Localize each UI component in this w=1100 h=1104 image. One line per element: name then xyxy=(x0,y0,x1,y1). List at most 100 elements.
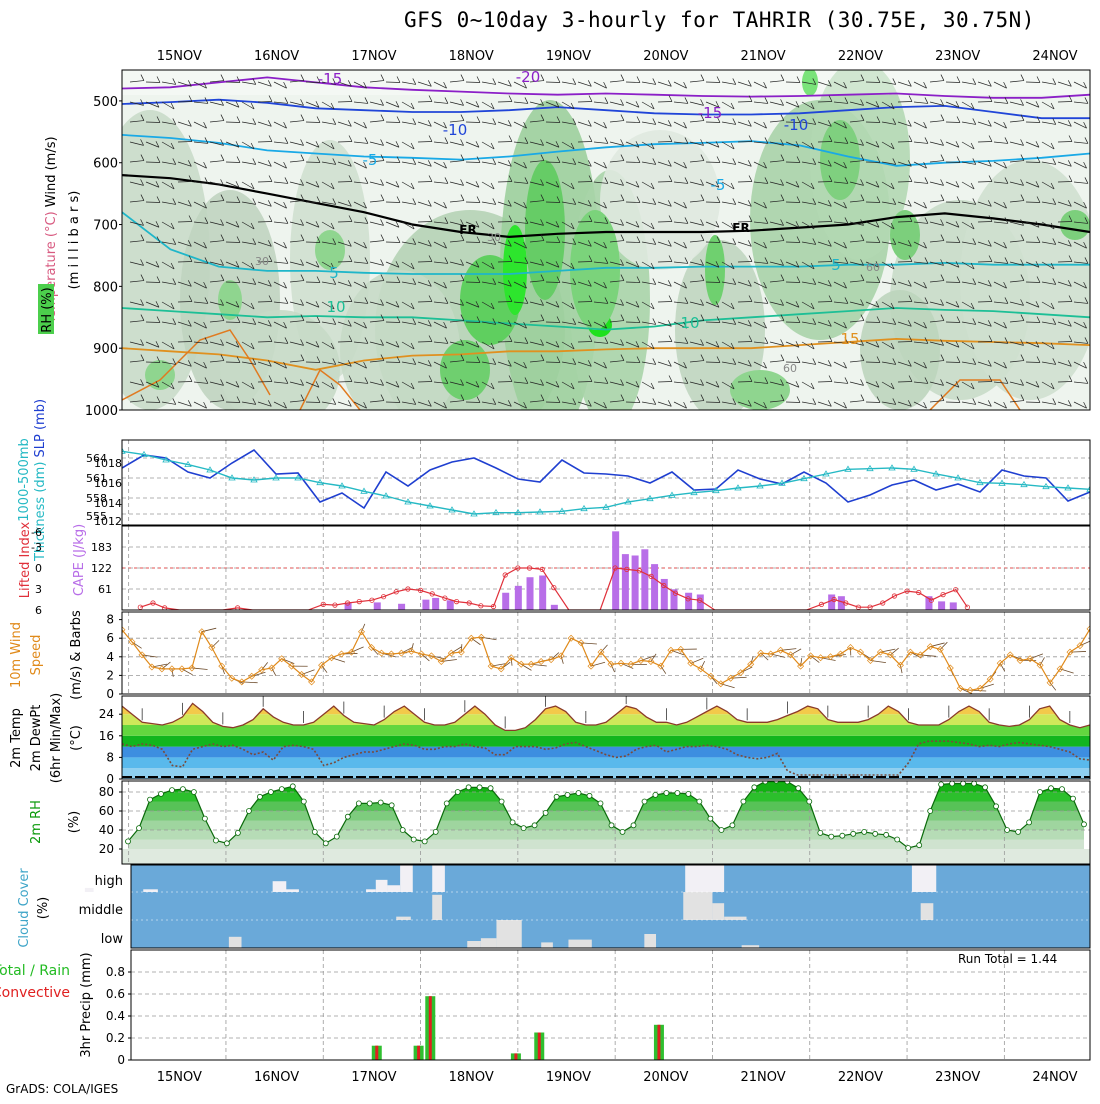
rh-point xyxy=(675,791,680,796)
cape-bar xyxy=(447,600,454,610)
wind-barb-10m xyxy=(1050,683,1056,690)
rh-point xyxy=(345,814,350,819)
y-tick-wind: 4 xyxy=(106,650,114,664)
precip-bar-convective xyxy=(375,1046,378,1060)
rh-point xyxy=(972,781,977,786)
rh-point xyxy=(719,828,724,833)
temp-band xyxy=(122,725,1090,736)
rh-point xyxy=(906,846,911,851)
cloud-block-middle xyxy=(683,892,712,920)
y-axis-unit-rh2m: (%) xyxy=(67,811,82,834)
rh-band xyxy=(122,821,1090,831)
rh-point xyxy=(323,841,328,846)
rh-point xyxy=(708,816,713,821)
cloud-block-high xyxy=(432,865,445,892)
temp-band xyxy=(122,757,1090,768)
cloud-block-high xyxy=(284,889,299,892)
y-axis-label-li: Lifted Index xyxy=(18,521,33,598)
y-tick-pressure: 500 xyxy=(93,95,118,110)
wind-panel xyxy=(119,612,1093,694)
y-tick-precip: 0.2 xyxy=(106,1031,125,1045)
contour-label: 30 xyxy=(255,255,269,268)
rh-point xyxy=(235,830,240,835)
contour-label: FR xyxy=(459,223,476,237)
y-tick-precip: 0.6 xyxy=(106,987,125,1001)
rh-region-moist xyxy=(440,340,490,400)
x-tick-label-top: 15NOV xyxy=(157,49,202,64)
cape-bar xyxy=(938,601,945,610)
y-axis-label-cape: CAPE (J/kg) xyxy=(72,524,87,596)
y-tick-pressure: 1000 xyxy=(85,404,118,419)
x-tick-label-top: 19NOV xyxy=(546,49,591,64)
cloud-block-low xyxy=(644,934,656,948)
y-tick-pressure: 900 xyxy=(93,342,118,357)
y-axis-unit-temp: (°C) xyxy=(69,725,84,751)
rh-point xyxy=(862,829,867,834)
y-tick-slp: 1014 xyxy=(94,497,122,510)
wind-frame xyxy=(122,612,1090,694)
y-axis-label-wind: (m/s) & Barbs xyxy=(69,610,84,700)
rh-point xyxy=(137,826,142,831)
cape-bar xyxy=(950,602,957,610)
rh-point xyxy=(730,823,735,828)
contour-label: -5 xyxy=(363,151,378,169)
rh-point xyxy=(620,829,625,834)
rh-point xyxy=(697,799,702,804)
temp-band xyxy=(122,714,1090,725)
y-axis-label-temp: 2m Temp xyxy=(9,708,24,768)
rh-point xyxy=(246,809,251,814)
rh-point xyxy=(334,834,339,839)
y-tick-pressure: 600 xyxy=(93,157,118,172)
precip-bar-convective xyxy=(417,1046,420,1060)
cape-panel xyxy=(122,526,1090,610)
rh-point xyxy=(807,799,812,804)
cloud-block-high xyxy=(912,865,936,892)
rh-region-moist xyxy=(1060,210,1090,240)
rh-point xyxy=(554,794,559,799)
cape-bar xyxy=(422,600,429,610)
rh-point xyxy=(796,786,801,791)
y-tick-pressure: 800 xyxy=(93,280,118,295)
rh-band xyxy=(122,811,1090,821)
slp-frame xyxy=(122,440,1090,525)
rh-point xyxy=(213,838,218,843)
rh-point xyxy=(148,797,153,802)
footer-credit: GrADS: COLA/IGES xyxy=(6,1082,118,1096)
lifted-index-line xyxy=(238,604,324,610)
wind-barb-10m xyxy=(651,654,656,662)
rh-base xyxy=(122,849,1090,864)
contour-label: -10 xyxy=(784,116,809,134)
rh-point xyxy=(477,785,482,790)
x-tick-label-bottom: 22NOV xyxy=(838,1070,883,1085)
rh-panel xyxy=(122,773,1090,864)
cloud-level-label: low xyxy=(101,932,124,947)
rh-point xyxy=(884,832,889,837)
rh-point xyxy=(543,810,548,815)
cloud-block-middle xyxy=(712,903,724,920)
wind-barb-10m xyxy=(601,645,608,652)
x-tick-label-top: 17NOV xyxy=(351,49,396,64)
x-tick-label-top: 20NOV xyxy=(643,49,688,64)
contour-label: 60 xyxy=(866,261,880,274)
lifted-index-line xyxy=(700,600,822,610)
cape-bar xyxy=(685,593,692,610)
y-tick-rh: 60 xyxy=(99,804,114,818)
y-tick-temp: 8 xyxy=(106,750,114,764)
rh-point xyxy=(224,841,229,846)
rh-point xyxy=(576,791,581,796)
precip-bar-convective xyxy=(429,996,432,1060)
x-tick-label-bottom: 19NOV xyxy=(546,1070,591,1085)
rh-point xyxy=(840,833,845,838)
rh-point xyxy=(191,790,196,795)
cloud-block-middle xyxy=(724,917,746,920)
legend-total-rain: Total / Rain xyxy=(0,963,70,979)
x-tick-label-bottom: 17NOV xyxy=(351,1070,396,1085)
cape-bar xyxy=(515,586,522,610)
y-tick-temp: 0 xyxy=(106,772,114,786)
contour-label: 60 xyxy=(783,362,797,375)
contour-label: 5 xyxy=(831,256,841,274)
x-tick-label-top: 16NOV xyxy=(254,49,299,64)
cloud-bg xyxy=(131,865,1090,948)
rh-point xyxy=(895,837,900,842)
